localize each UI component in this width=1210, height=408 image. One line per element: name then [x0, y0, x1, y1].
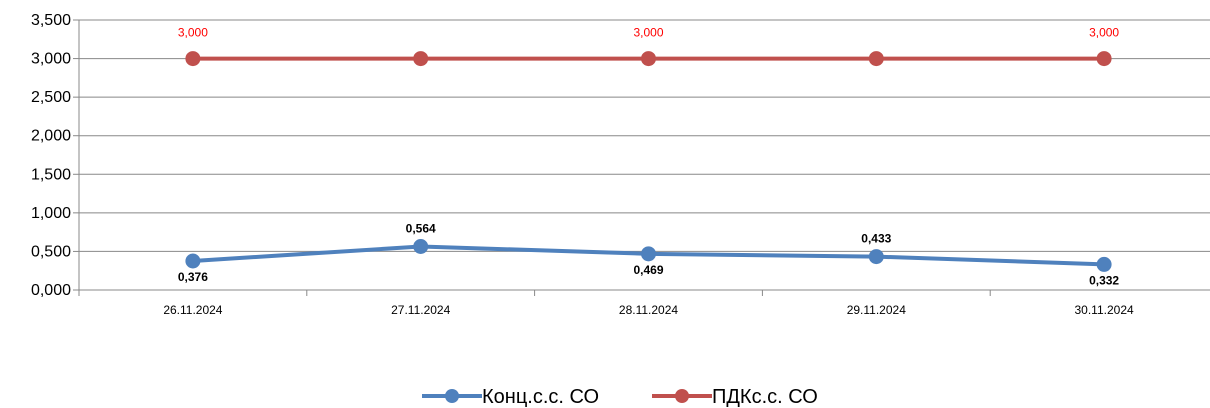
data-point [413, 51, 429, 67]
x-tick-label: 29.11.2024 [847, 303, 906, 317]
data-point [868, 51, 884, 67]
data-point [185, 51, 201, 67]
y-tick-label: 1,000 [31, 205, 71, 222]
data-point [641, 246, 656, 262]
x-tick-label: 26.11.2024 [163, 303, 222, 317]
x-tick-label: 30.11.2024 [1075, 303, 1134, 317]
data-label: 0,469 [633, 263, 663, 277]
data-label: 0,433 [861, 232, 891, 246]
y-tick-label: 0,000 [31, 282, 71, 299]
data-point [868, 249, 884, 265]
legend-swatch-marker [445, 389, 459, 403]
data-label: 0,376 [178, 270, 208, 284]
data-point [641, 51, 656, 67]
y-tick-label: 2,000 [31, 128, 71, 145]
y-axis: 0,000 0,500 1,000 1,500 2,000 2,500 3,000 3,500 [31, 12, 80, 299]
data-label: 0,564 [406, 221, 436, 235]
data-point [1096, 51, 1112, 67]
y-tick-label: 2,500 [31, 89, 71, 106]
y-tick-label: 0,500 [31, 243, 71, 260]
data-label: 3,000 [1089, 26, 1119, 40]
x-tick-label: 28.11.2024 [619, 303, 678, 317]
y-tick-label: 1,500 [31, 166, 71, 183]
data-label: 3,000 [178, 26, 208, 40]
data-label: 0,332 [1089, 273, 1119, 287]
data-point [1096, 256, 1112, 272]
series-group: 0,376 0,564 0,469 0,433 0,332 3,000 3,000 3,000 [178, 26, 1120, 288]
data-point [413, 238, 429, 254]
x-axis: 26.11.2024 27.11.2024 28.11.2024 29.11.2024… [78, 289, 1210, 317]
data-label: 3,000 [633, 26, 663, 40]
legend: Конц.с.с. СО ПДКс.с. СО [422, 386, 818, 408]
x-tick-label: 27.11.2024 [391, 303, 450, 317]
legend-label: ПДКс.с. СО [712, 386, 818, 408]
y-tick-label: 3,000 [31, 51, 71, 68]
data-point [185, 253, 201, 269]
legend-swatch-marker [675, 389, 689, 403]
y-tick-label: 3,500 [31, 12, 71, 29]
legend-label: Конц.с.с. СО [482, 386, 599, 408]
